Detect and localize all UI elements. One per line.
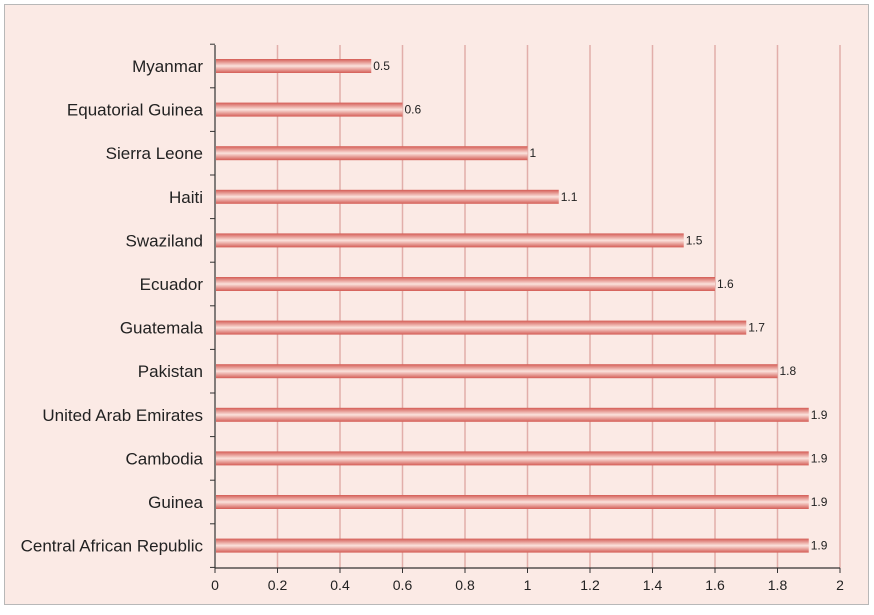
bar bbox=[216, 538, 809, 553]
bar bbox=[216, 451, 809, 466]
x-tick-label: 1.2 bbox=[580, 577, 600, 593]
bar bbox=[216, 59, 372, 73]
data-label: 1.9 bbox=[811, 451, 828, 465]
x-tick-label: 0.4 bbox=[330, 577, 350, 593]
bars bbox=[216, 59, 809, 553]
category-label: Myanmar bbox=[132, 57, 203, 76]
bar bbox=[216, 320, 747, 335]
data-label: 1.1 bbox=[561, 190, 578, 204]
category-label: Guinea bbox=[148, 493, 203, 512]
data-label: 1.8 bbox=[780, 364, 797, 378]
x-tick-label: 1.4 bbox=[643, 577, 663, 593]
category-label: Pakistan bbox=[138, 362, 203, 381]
category-label: Haiti bbox=[169, 188, 203, 207]
x-tick-label: 1.6 bbox=[705, 577, 725, 593]
bar bbox=[216, 233, 684, 248]
x-tick-label: 0 bbox=[211, 577, 219, 593]
data-label: 1.9 bbox=[811, 408, 828, 422]
data-label: 1.6 bbox=[717, 277, 734, 291]
category-label: Guatemala bbox=[120, 319, 204, 338]
axes bbox=[210, 43, 841, 573]
labels: 0 0.2 0.4 0.6 0.8 1 1.2 1.4 1.6 1.8 2 Myanmar 0.5 Equ… bbox=[21, 57, 844, 593]
bar bbox=[216, 102, 403, 117]
x-tick-label: 0.6 bbox=[393, 577, 413, 593]
chart-background bbox=[4, 4, 869, 605]
data-label: 1.7 bbox=[748, 321, 765, 335]
x-tick-label: 0.2 bbox=[268, 577, 288, 593]
x-tick-label: 0.8 bbox=[455, 577, 475, 593]
bar bbox=[216, 407, 809, 422]
x-tick-label: 2 bbox=[836, 577, 844, 593]
bar bbox=[216, 277, 715, 291]
data-label: 1.9 bbox=[811, 495, 828, 509]
data-label: 1 bbox=[530, 146, 537, 160]
category-label: Equatorial Guinea bbox=[67, 101, 204, 120]
category-label: Swaziland bbox=[126, 231, 204, 250]
data-label: 0.5 bbox=[373, 59, 390, 73]
category-label: Cambodia bbox=[126, 449, 204, 468]
data-label: 1.9 bbox=[811, 539, 828, 553]
bar bbox=[216, 495, 809, 509]
data-label: 0.6 bbox=[405, 103, 422, 117]
category-label: United Arab Emirates bbox=[42, 406, 203, 425]
x-tick-label: 1.8 bbox=[768, 577, 788, 593]
bar bbox=[216, 364, 778, 379]
data-label: 1.5 bbox=[686, 233, 703, 247]
gridlines bbox=[276, 45, 841, 568]
category-label: Sierra Leone bbox=[106, 144, 203, 163]
x-tick-label: 1 bbox=[524, 577, 532, 593]
category-label: Central African Republic bbox=[21, 537, 204, 556]
bar bbox=[216, 146, 528, 161]
bar bbox=[216, 189, 559, 204]
category-label: Ecuador bbox=[140, 275, 204, 294]
